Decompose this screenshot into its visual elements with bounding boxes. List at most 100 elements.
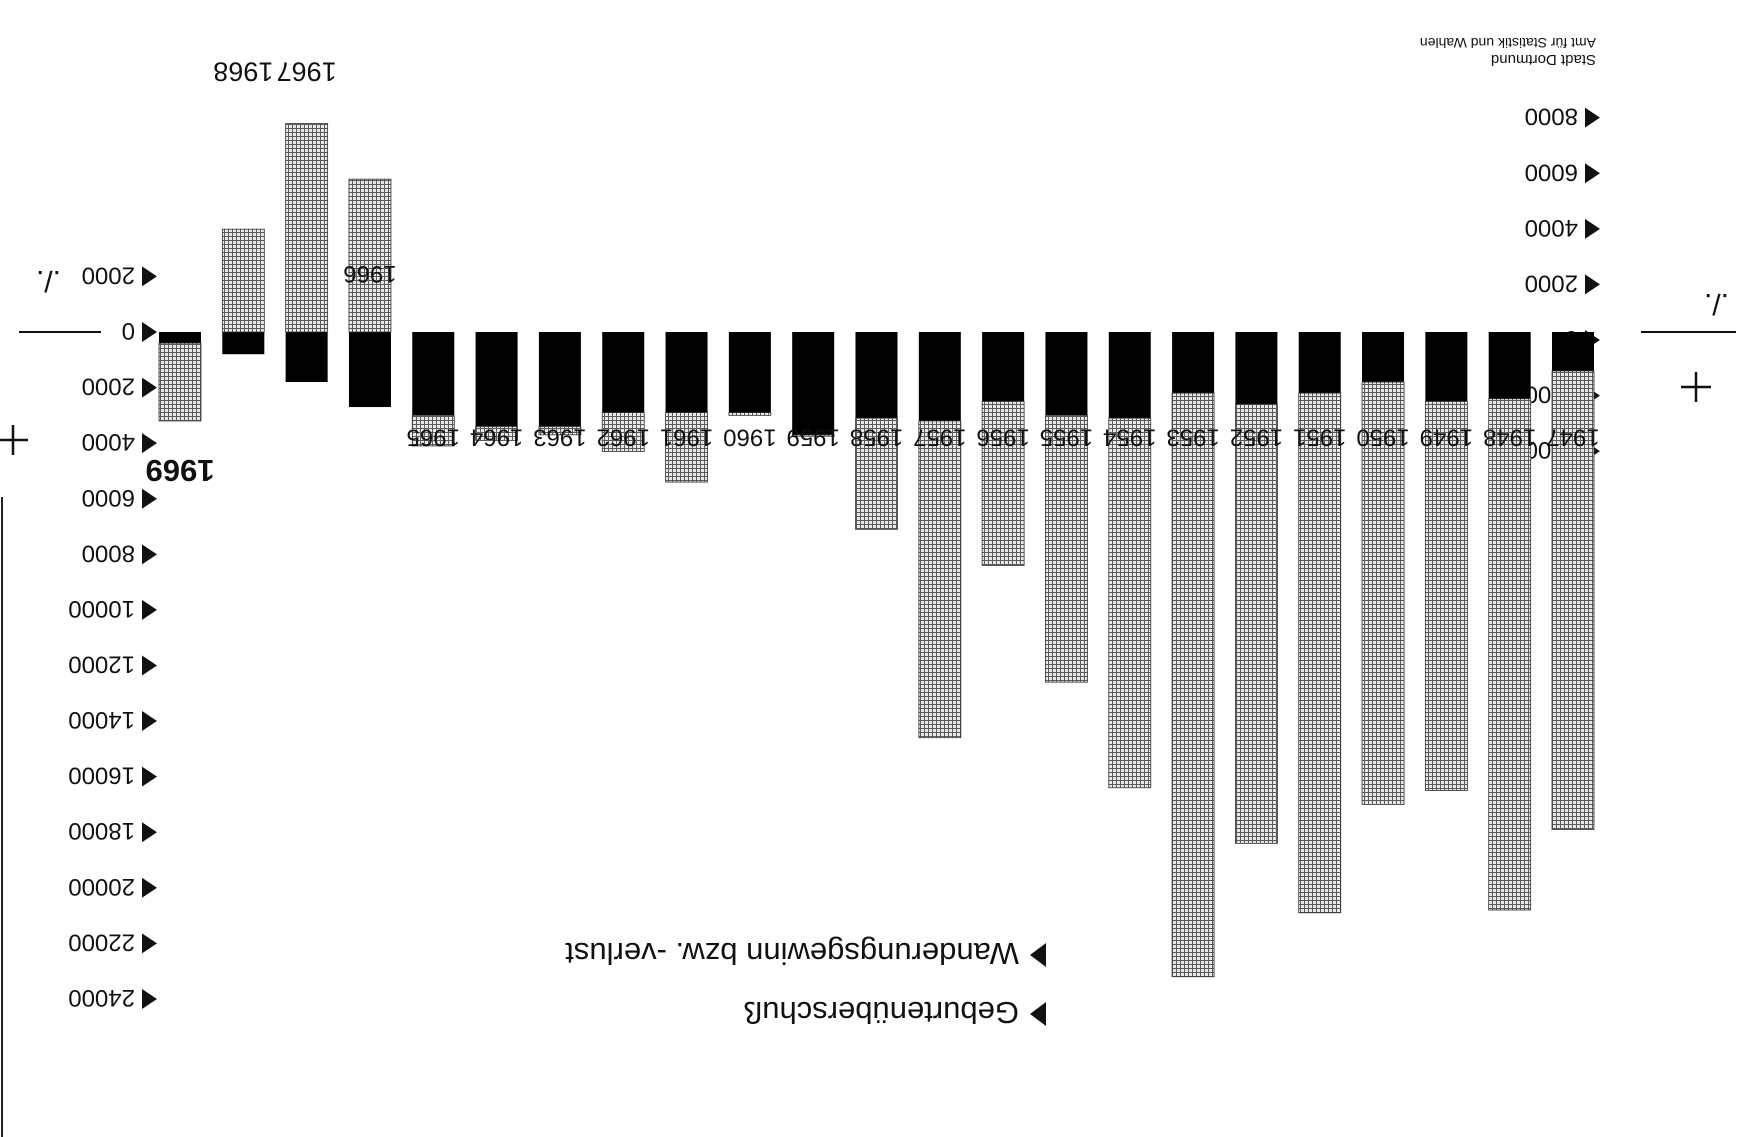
- year-label-1965: 1965: [407, 423, 460, 450]
- tick-marker-right-6000: [142, 488, 157, 509]
- minus-sign-left: ./.: [1704, 287, 1729, 320]
- tick-marker-right-10000: [142, 599, 157, 620]
- bar-births-1956: [982, 332, 1025, 402]
- year-label-1955: 1955: [1040, 423, 1093, 450]
- bar-migration-1966: [348, 178, 392, 333]
- bar-migration-1964: [475, 426, 518, 441]
- bar-migration-1950: [1361, 381, 1405, 805]
- legend-marker-migration: [1030, 943, 1046, 967]
- bar-migration-1963: [538, 426, 582, 436]
- bar-migration-1969: [158, 342, 202, 422]
- year-label-1956: 1956: [976, 423, 1029, 450]
- tick-label-right-2000: 2000: [82, 373, 135, 400]
- year-label-1962: 1962: [597, 423, 650, 450]
- year-label-1953: 1953: [1166, 423, 1219, 450]
- bar-births-1960: [728, 332, 771, 413]
- tick-marker-right-18000: [142, 822, 157, 843]
- year-label-1948: 1948: [1483, 423, 1536, 450]
- tick-marker-right--2000: [142, 266, 157, 287]
- bar-births-1961: [665, 332, 708, 413]
- year-labels-layer: 1947 1948 1949 1950 1951 1952 1953 1954 1955 1956…: [146, 56, 1600, 487]
- tick-marker-right-20000: [142, 877, 157, 898]
- year-label-1952: 1952: [1230, 423, 1283, 450]
- bar-migration-1958: [855, 417, 898, 530]
- year-label-1967: 1967: [277, 56, 337, 86]
- bar-births-1966: [348, 332, 391, 408]
- tick-label-right-8000: 8000: [82, 539, 135, 566]
- bar-migration-1957: [918, 420, 962, 739]
- bar-migration-1955: [1045, 414, 1088, 683]
- tick-label-left--2000: 2000: [1525, 269, 1578, 296]
- tick-label-right-18000: 18000: [68, 817, 135, 844]
- legend-label-births: Geburtenüberschuß: [743, 995, 1019, 1030]
- bar-births-1959: [792, 332, 835, 435]
- bar-births-1950: [1362, 332, 1405, 383]
- year-label-1954: 1954: [1103, 423, 1156, 450]
- tick-marker-left--6000: [1585, 163, 1600, 184]
- bar-births-1964: [475, 332, 518, 427]
- tick-label-right-10000: 10000: [68, 595, 135, 622]
- source-line-2: Amt für Statistik und Wahlen: [1420, 35, 1596, 51]
- bar-births-1955: [1045, 332, 1088, 416]
- tick-marker-right-4000: [142, 433, 157, 454]
- year-label-1966: 1966: [343, 260, 396, 287]
- bar-migration-1961: [665, 412, 708, 483]
- bar-births-1957: [918, 332, 961, 421]
- year-label-1947: 1947: [1546, 423, 1599, 450]
- tick-label-left--8000: 8000: [1525, 103, 1578, 130]
- tick-marker-right-8000: [142, 544, 157, 565]
- year-label-1957: 1957: [913, 423, 966, 450]
- year-label-1961: 1961: [660, 423, 713, 450]
- bar-migration-1952: [1235, 403, 1278, 844]
- year-label-1968: 1968: [213, 56, 273, 86]
- bar-births-1953: [1172, 332, 1215, 394]
- bar-migration-1965: [411, 414, 455, 447]
- tick-marker-right-2000: [142, 377, 157, 398]
- bar-migration-1948: [1488, 398, 1532, 911]
- source-line-1: Stadt Dortmund: [1491, 51, 1596, 68]
- bar-migration-1956: [981, 401, 1025, 566]
- plus-sign-left: [1681, 372, 1711, 402]
- tick-label-right-16000: 16000: [68, 762, 135, 789]
- bar-births-1952: [1235, 332, 1278, 405]
- minus-sign-right: ./.: [36, 264, 61, 297]
- tick-label-right-6000: 6000: [82, 484, 135, 511]
- tick-marker-left--4000: [1585, 218, 1600, 239]
- year-label-1963: 1963: [533, 423, 586, 450]
- bar-births-1948: [1488, 332, 1531, 399]
- tick-label-left--6000: 6000: [1525, 158, 1578, 185]
- tick-label-right-22000: 22000: [68, 928, 135, 955]
- tick-marker-right-0: [142, 322, 157, 342]
- tick-marker-left--8000: [1585, 107, 1600, 128]
- bar-births-1962: [602, 332, 645, 413]
- tick-label-right--2000: 2000: [82, 261, 135, 288]
- bar-migration-1968: [221, 228, 265, 333]
- plus-sign-right: [0, 425, 28, 455]
- tick-marker-left--2000: [1585, 274, 1600, 295]
- year-label-1959: 1959: [786, 423, 839, 450]
- tick-marker-right-14000: [142, 711, 157, 732]
- tick-label-right-12000: 12000: [68, 650, 135, 677]
- bar-migration-1954: [1108, 417, 1152, 789]
- tick-label-right-20000: 20000: [68, 873, 135, 900]
- year-label-1958: 1958: [850, 423, 903, 450]
- bar-births-1968: [222, 332, 265, 355]
- bar-births-1954: [1108, 332, 1151, 419]
- bar-migration-1967: [285, 123, 329, 333]
- tick-label-right-4000: 4000: [82, 428, 135, 455]
- bar-migration-1951: [1298, 392, 1342, 914]
- tick-marker-right-22000: [142, 933, 157, 954]
- tick-label-right-24000: 24000: [68, 984, 135, 1011]
- tick-marker-right-16000: [142, 766, 157, 787]
- bar-births-1951: [1298, 332, 1341, 394]
- tick-marker-right-24000: [142, 988, 157, 1009]
- bar-births-1947: [1552, 332, 1594, 371]
- tick-label-right-14000: 14000: [68, 706, 135, 733]
- year-label-1951: 1951: [1293, 423, 1346, 450]
- bar-births-1963: [538, 332, 581, 427]
- bar-migration-1962: [601, 412, 645, 452]
- tick-label-right-0: 0: [122, 317, 135, 344]
- bar-migration-1960: [728, 412, 772, 416]
